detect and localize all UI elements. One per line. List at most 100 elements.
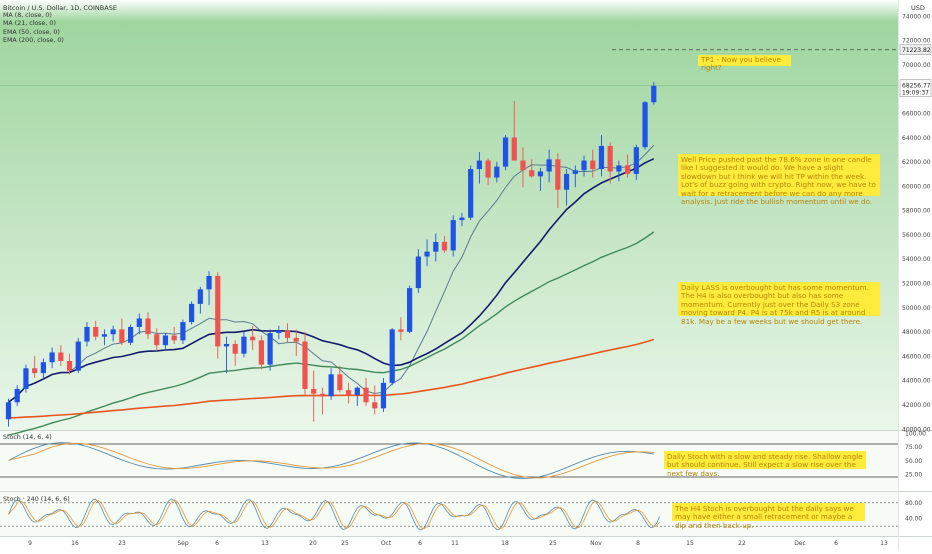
legend-ma21[interactable]: MA (21, close, 0) bbox=[3, 20, 56, 28]
date-tick-label: 18 bbox=[501, 540, 509, 547]
date-tick-label: 20 bbox=[309, 540, 317, 547]
candle-up bbox=[563, 173, 570, 190]
candle-up bbox=[450, 220, 456, 251]
candle-up bbox=[23, 368, 29, 389]
date-tick-label: 22 bbox=[738, 540, 746, 547]
candle-down bbox=[284, 330, 291, 338]
date-tick-label: 25 bbox=[549, 540, 557, 547]
price-tick-label: 60000.00 bbox=[902, 183, 931, 190]
candle-up bbox=[328, 374, 334, 397]
stoch-tick-label: 25.00 bbox=[905, 472, 922, 479]
candle-up bbox=[468, 169, 474, 218]
candle-up bbox=[389, 329, 395, 383]
stoch-d-line bbox=[8, 442, 654, 479]
legend-ma8[interactable]: MA (8, close, 0) bbox=[3, 12, 52, 19]
date-tick-label: 8 bbox=[636, 540, 640, 547]
candle-down bbox=[145, 318, 151, 335]
candle-down bbox=[511, 137, 517, 161]
currency-label: USD bbox=[911, 4, 925, 12]
candle-up bbox=[354, 387, 360, 395]
legend-ema200[interactable]: EMA (200, close, 0) bbox=[3, 36, 64, 44]
candle-down bbox=[363, 387, 369, 403]
candle-up bbox=[223, 343, 230, 347]
price-tick-label: 56000.00 bbox=[902, 232, 931, 239]
candle-up bbox=[189, 303, 195, 323]
last-price-badge bbox=[899, 79, 932, 98]
candle-up bbox=[537, 171, 544, 177]
date-tick-label: 13 bbox=[261, 540, 269, 547]
tp-price-label: 71223.82 bbox=[902, 47, 931, 54]
date-tick-label: 6 bbox=[215, 540, 219, 547]
candle-down bbox=[590, 160, 596, 170]
candle-up bbox=[581, 160, 587, 171]
stoch240-tick-label: 80.00 bbox=[905, 500, 922, 507]
ema50-line bbox=[8, 231, 655, 436]
stoch-label[interactable]: Stoch (14, 6, 4) bbox=[3, 434, 52, 441]
date-tick-label: 13 bbox=[880, 540, 888, 547]
candle-up bbox=[407, 288, 413, 332]
date-tick-label: 6 bbox=[834, 540, 838, 547]
candle-down bbox=[372, 402, 378, 409]
price-pane-background bbox=[0, 0, 898, 430]
candle-down bbox=[607, 145, 613, 172]
date-tick-label: Nov bbox=[590, 540, 602, 547]
countdown-label: 19:09:37 bbox=[902, 89, 929, 96]
date-tick-label: 15 bbox=[686, 540, 694, 547]
candle-down bbox=[302, 341, 308, 389]
candle-up bbox=[127, 326, 134, 343]
candle-down bbox=[345, 390, 352, 395]
legend-ema50[interactable]: EMA (50, close, 0) bbox=[3, 28, 60, 36]
note-price-action: Well Price pushed past the 78.6% zone in… bbox=[678, 154, 880, 206]
price-tick-label: 44000.00 bbox=[902, 378, 931, 385]
price-tick-label: 42000.00 bbox=[902, 402, 931, 409]
note-tp1: TP1 - Now you believe right? bbox=[698, 55, 791, 72]
candle-up bbox=[180, 322, 186, 341]
candle-up bbox=[476, 160, 482, 170]
note-daily-stoch: Daily Stoch with a slow and steady rise.… bbox=[664, 451, 866, 478]
price-tick-label: 64000.00 bbox=[902, 135, 931, 142]
candle-up bbox=[5, 402, 12, 420]
candle-up bbox=[162, 335, 169, 346]
candle-up bbox=[459, 217, 465, 221]
candle-down bbox=[485, 160, 491, 178]
candle-up bbox=[40, 362, 46, 374]
candle-up bbox=[424, 251, 430, 257]
candle-up bbox=[415, 256, 421, 289]
stoch-tick-label: 75.00 bbox=[905, 444, 922, 451]
stoch240-label[interactable]: Stoch · 240 (14, 6, 6) bbox=[3, 496, 70, 503]
candle-down bbox=[215, 275, 221, 347]
last-price-label: 68256.77 bbox=[902, 82, 931, 89]
candle-down bbox=[319, 393, 326, 397]
candle-up bbox=[633, 147, 639, 174]
candle-down bbox=[398, 329, 404, 332]
date-tick-label: 16 bbox=[71, 540, 79, 547]
candle-down bbox=[119, 329, 125, 343]
candle-up bbox=[276, 330, 282, 334]
candle-up bbox=[380, 382, 387, 409]
candle-up bbox=[642, 102, 648, 148]
candle-down bbox=[555, 159, 561, 190]
ma21-line bbox=[8, 158, 655, 403]
candle-down bbox=[337, 374, 343, 391]
candle-up bbox=[616, 165, 622, 172]
price-tick-label: 40000.00 bbox=[902, 426, 931, 433]
price-tick-label: 54000.00 bbox=[902, 256, 931, 263]
date-tick-label: Dec bbox=[794, 540, 806, 547]
candle-up bbox=[14, 388, 20, 403]
candle-down bbox=[625, 165, 631, 174]
candle-down bbox=[66, 360, 73, 371]
date-tick-label: 6 bbox=[418, 540, 422, 547]
stoch240-d-line bbox=[8, 499, 660, 530]
date-tick-label: 25 bbox=[341, 540, 349, 547]
candle-down bbox=[232, 343, 238, 354]
note-h4-stoch: The H4 Stoch is overbought but the daily… bbox=[672, 503, 865, 530]
date-tick-label: Sep bbox=[177, 540, 189, 547]
candle-up bbox=[572, 170, 578, 174]
stoch-tick-label: 100.00 bbox=[905, 430, 926, 437]
price-tick-label: 74000.00 bbox=[902, 13, 931, 20]
candle-down bbox=[441, 241, 448, 251]
candle-up bbox=[206, 275, 212, 290]
candle-down bbox=[520, 160, 526, 171]
stoch-tick-label: 50.00 bbox=[905, 458, 922, 465]
